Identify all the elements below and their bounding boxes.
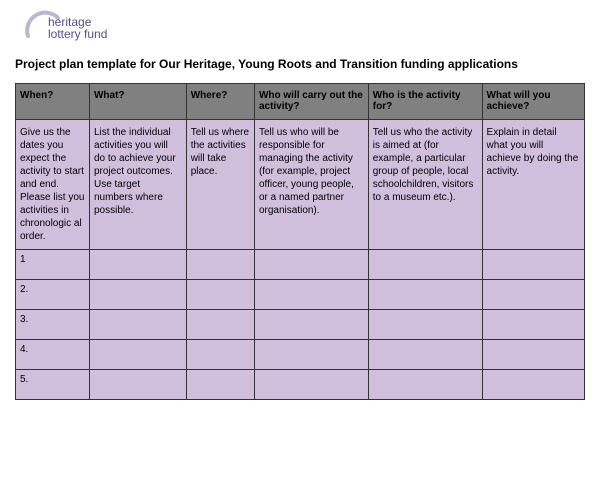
- cell[interactable]: [482, 370, 584, 400]
- col-header-for: Who is the activity for?: [368, 84, 482, 120]
- cell[interactable]: [368, 280, 482, 310]
- cell[interactable]: [186, 280, 254, 310]
- cell[interactable]: [482, 280, 584, 310]
- cell[interactable]: [89, 250, 186, 280]
- logo: heritage lottery fund: [20, 10, 585, 49]
- cell[interactable]: [186, 310, 254, 340]
- cell[interactable]: [254, 310, 368, 340]
- row-number[interactable]: 4.: [16, 340, 90, 370]
- row-number[interactable]: 5.: [16, 370, 90, 400]
- cell[interactable]: [186, 370, 254, 400]
- col-header-achieve: What will you achieve?: [482, 84, 584, 120]
- cell[interactable]: [482, 250, 584, 280]
- guidance-achieve: Explain in detail what you will achieve …: [482, 120, 584, 250]
- row-number[interactable]: 2.: [16, 280, 90, 310]
- cell[interactable]: [89, 280, 186, 310]
- cell[interactable]: [482, 310, 584, 340]
- table-row: 1: [16, 250, 585, 280]
- guidance-for: Tell us who the activity is aimed at (fo…: [368, 120, 482, 250]
- cell[interactable]: [482, 340, 584, 370]
- col-header-who: Who will carry out the activity?: [254, 84, 368, 120]
- cell[interactable]: [368, 310, 482, 340]
- cell[interactable]: [254, 340, 368, 370]
- row-number[interactable]: 1: [16, 250, 90, 280]
- guidance-where: Tell us where the activities will take p…: [186, 120, 254, 250]
- table-row: 5.: [16, 370, 585, 400]
- cell[interactable]: [368, 370, 482, 400]
- table-header-row: When? What? Where? Who will carry out th…: [16, 84, 585, 120]
- page-title: Project plan template for Our Heritage, …: [15, 57, 585, 71]
- table-row: 2.: [16, 280, 585, 310]
- logo-line2: lottery fund: [48, 27, 107, 41]
- heritage-lottery-fund-logo: heritage lottery fund: [20, 10, 130, 44]
- table-row: 3.: [16, 310, 585, 340]
- cell[interactable]: [89, 310, 186, 340]
- guidance-who: Tell us who will be responsible for mana…: [254, 120, 368, 250]
- col-header-what: What?: [89, 84, 186, 120]
- guidance-row: Give us the dates you expect the activit…: [16, 120, 585, 250]
- guidance-what: List the individual activities you will …: [89, 120, 186, 250]
- col-header-where: Where?: [186, 84, 254, 120]
- row-number[interactable]: 3.: [16, 310, 90, 340]
- cell[interactable]: [186, 250, 254, 280]
- cell[interactable]: [254, 370, 368, 400]
- table-row: 4.: [16, 340, 585, 370]
- cell[interactable]: [368, 340, 482, 370]
- cell[interactable]: [254, 280, 368, 310]
- cell[interactable]: [186, 340, 254, 370]
- cell[interactable]: [89, 370, 186, 400]
- col-header-when: When?: [16, 84, 90, 120]
- guidance-when: Give us the dates you expect the activit…: [16, 120, 90, 250]
- project-plan-table: When? What? Where? Who will carry out th…: [15, 83, 585, 400]
- cell[interactable]: [368, 250, 482, 280]
- cell[interactable]: [89, 340, 186, 370]
- cell[interactable]: [254, 250, 368, 280]
